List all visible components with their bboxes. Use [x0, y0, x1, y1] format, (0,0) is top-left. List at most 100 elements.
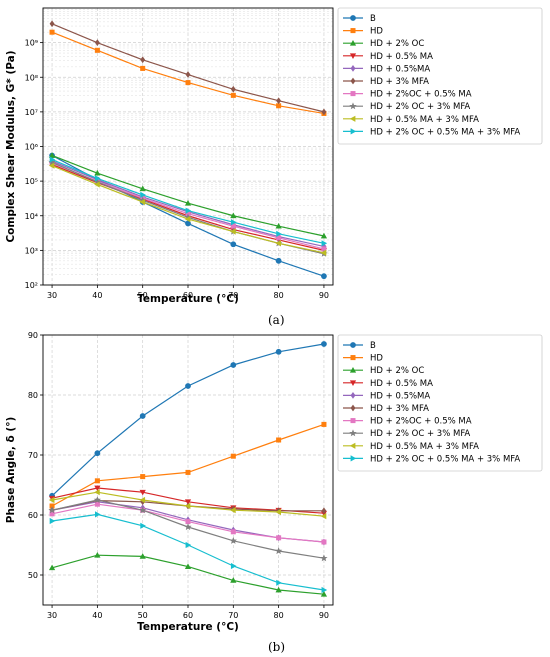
data-point	[49, 29, 55, 35]
x-tick-label: 90	[319, 291, 329, 300]
data-point	[276, 103, 282, 109]
x-tick-label: 70	[228, 611, 238, 620]
legend-item: HD + 2% OC	[343, 39, 424, 49]
data-point	[230, 577, 237, 583]
legend-marker	[350, 28, 356, 34]
data-point	[185, 80, 191, 86]
data-point	[184, 200, 192, 206]
data-point	[321, 240, 328, 247]
legend-label: HD + 2% OC + 3% MFA	[370, 429, 470, 439]
legend-label: HD + 2%OC + 0.5% MA	[370, 90, 472, 100]
series-2	[48, 152, 328, 239]
data-point	[94, 181, 100, 188]
y-axis-label: Phase Angle, δ (°)	[5, 417, 17, 523]
legend-item: HD + 0.5%MA	[343, 64, 430, 74]
legend-label: HD + 0.5% MA	[370, 379, 433, 389]
legend-marker	[350, 91, 356, 97]
y-tick-label: 10⁸	[25, 73, 38, 82]
legend-label: B	[370, 14, 376, 24]
data-point	[140, 191, 146, 199]
data-point	[184, 502, 191, 510]
legend-box	[337, 334, 543, 472]
legend-b: B HD HD + 2% OC HD + 0.5% MA HD + 0.5%MA HD +…	[337, 334, 543, 472]
legend-item: HD + 0.5% MA	[343, 52, 433, 62]
data-point	[275, 348, 282, 355]
data-point	[275, 222, 282, 229]
data-point	[139, 413, 146, 419]
data-point	[49, 20, 55, 28]
legend-label: HD + 0.5% MA + 3% MFA	[370, 442, 479, 452]
legend-item: B	[343, 14, 376, 24]
legend-item: HD	[343, 354, 383, 364]
x-tick-label: 30	[47, 291, 57, 300]
legend-label: HD	[370, 354, 383, 364]
x-tick-label: 40	[92, 611, 102, 620]
data-point	[139, 198, 146, 206]
legend-marker	[350, 342, 356, 348]
legend-label: HD + 2% OC + 0.5% MA + 3% MFA	[370, 127, 520, 137]
x-tick-label: 80	[274, 291, 284, 300]
data-point	[94, 485, 101, 492]
data-point	[185, 207, 192, 214]
caption-b: (b)	[268, 640, 286, 654]
data-point	[275, 547, 283, 555]
data-point	[276, 535, 282, 541]
legend-label: HD + 2%OC + 0.5% MA	[370, 417, 472, 427]
legend-item: HD + 2% OC + 0.5% MA + 3% MFA	[343, 454, 520, 464]
legend-label: HD + 2% OC	[370, 366, 424, 376]
data-point	[48, 564, 56, 571]
data-point	[94, 551, 101, 558]
x-tick-label: 70	[228, 291, 238, 300]
data-point	[185, 469, 191, 475]
data-point	[49, 156, 56, 163]
x-tick-label: 50	[138, 611, 148, 620]
series-1	[49, 29, 327, 116]
data-point	[276, 97, 282, 105]
data-point	[230, 453, 236, 459]
legend-label: HD + 2% OC + 3% MFA	[370, 102, 470, 112]
y-tick-label: 10⁷	[25, 108, 38, 117]
data-point	[48, 496, 55, 504]
data-point	[320, 590, 328, 597]
data-point	[321, 273, 327, 280]
y-tick-label: 90	[28, 331, 38, 340]
data-point	[321, 507, 327, 515]
data-point	[48, 162, 55, 169]
legend-marker	[349, 53, 357, 60]
legend-item: HD + 0.5% MA	[343, 379, 433, 389]
grid-a	[43, 8, 333, 286]
data-point	[230, 562, 237, 570]
legend-item: HD + 0.5%MA	[343, 391, 430, 401]
x-tick-label: 40	[92, 291, 102, 300]
legend-marker	[350, 15, 356, 21]
legend-marker	[350, 404, 356, 412]
legend-item: HD + 2% OC + 0.5% MA + 3% MFA	[343, 127, 520, 137]
legend-item: HD + 3% MFA	[343, 404, 429, 414]
x-tick-label: 60	[183, 291, 193, 300]
legend-marker	[350, 77, 356, 85]
y-tick-label: 10²	[25, 281, 38, 290]
legend-item: HD + 2%OC + 0.5% MA	[343, 417, 472, 427]
legend-label: HD + 3% MFA	[370, 404, 429, 414]
legend-marker	[349, 102, 357, 110]
data-point	[320, 232, 328, 239]
legend-label: HD + 2% OC + 0.5% MA + 3% MFA	[370, 454, 520, 464]
y-tick-label: 10⁶	[25, 143, 38, 152]
data-point	[276, 230, 282, 237]
series-2	[48, 551, 328, 597]
data-point	[230, 241, 237, 248]
y-tick-label: 10⁹	[25, 39, 38, 48]
data-point	[230, 85, 236, 93]
data-point	[139, 553, 146, 559]
data-point	[276, 579, 282, 586]
data-point	[139, 506, 147, 514]
series-5	[49, 20, 327, 116]
data-point	[140, 474, 146, 480]
data-point	[321, 539, 327, 545]
series-7	[48, 496, 328, 562]
data-point	[275, 257, 282, 264]
data-point	[320, 249, 327, 256]
legend-label: HD + 0.5% MA + 3% MFA	[370, 115, 479, 125]
legend-label: HD + 0.5%MA	[370, 391, 430, 401]
